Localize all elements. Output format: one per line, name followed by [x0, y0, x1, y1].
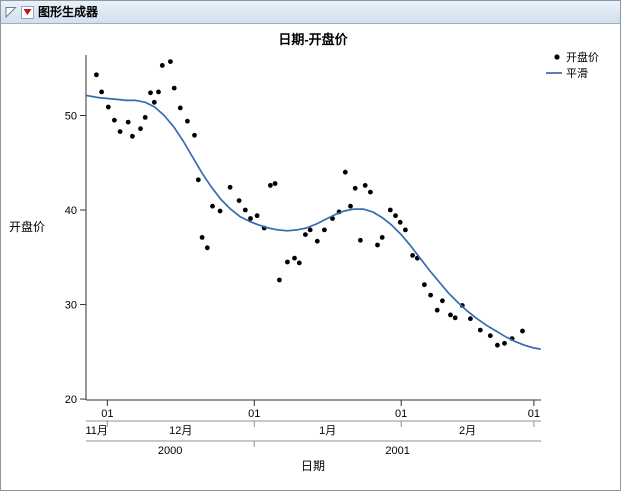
data-point [375, 242, 380, 248]
legend-smooth-label: 平滑 [566, 67, 588, 80]
year-label: 2000 [158, 445, 182, 457]
data-point [185, 118, 190, 124]
y-tick-label: 50 [65, 110, 77, 122]
data-point [307, 227, 313, 233]
data-point [342, 169, 348, 175]
data-point [242, 207, 248, 213]
x-day-tick-label: 01 [395, 408, 407, 420]
data-point [142, 115, 148, 120]
data-point [362, 183, 368, 188]
data-point [254, 213, 260, 219]
data-point [210, 203, 215, 209]
chart-canvas: 日期-开盘价 开盘价 日期 20 30 40 50 01 01 01 01 11月 12月 1月 2… [9, 32, 599, 473]
disclosure-triangle-icon[interactable] [5, 6, 17, 18]
data-point [502, 340, 507, 346]
data-point [204, 245, 210, 251]
data-point [177, 105, 183, 111]
data-point [199, 235, 205, 240]
y-tick-label: 20 [65, 394, 77, 406]
data-point [422, 282, 427, 288]
data-point [156, 89, 161, 95]
data-point [112, 117, 117, 123]
data-point [168, 59, 173, 64]
data-point [520, 328, 525, 334]
data-point [387, 207, 393, 213]
data-point [428, 292, 433, 298]
data-point [410, 253, 415, 258]
smooth-line-layer [86, 94, 541, 350]
y-tick-label: 40 [65, 205, 77, 217]
year-label: 2001 [385, 445, 409, 457]
data-point [434, 307, 440, 313]
data-point [277, 277, 282, 283]
data-point [138, 126, 143, 132]
x-scale-layer: 01 01 01 01 11月 12月 1月 2月 2000 2001 [85, 400, 541, 457]
data-point [105, 104, 111, 110]
data-point [487, 333, 493, 339]
data-point [285, 259, 290, 265]
data-point [272, 181, 278, 186]
data-point [393, 213, 398, 219]
month-label: 12月 [169, 425, 192, 437]
data-point [448, 312, 453, 318]
data-point [452, 315, 458, 321]
data-point [268, 183, 273, 188]
chart-area: 日期-开盘价 开盘价 日期 20 30 40 50 01 01 01 01 11月 12月 1月 2… [1, 24, 620, 490]
x-day-tick-label: 01 [101, 408, 113, 420]
data-point [322, 227, 327, 233]
red-triangle-icon [23, 9, 32, 15]
data-point [296, 260, 302, 266]
data-point [248, 216, 253, 221]
data-point [368, 189, 373, 195]
y-axis-title: 开盘价 [9, 219, 45, 234]
data-point [227, 184, 233, 190]
axes-layer: 20 30 40 50 [65, 55, 541, 406]
data-point [303, 232, 308, 238]
data-point [358, 237, 363, 243]
legend-point-label: 开盘价 [566, 50, 599, 64]
titlebar[interactable]: 图形生成器 [1, 1, 620, 24]
chart-title: 日期-开盘价 [278, 32, 348, 47]
month-label: 2月 [459, 425, 476, 437]
data-point [159, 63, 165, 68]
data-point [130, 133, 135, 139]
legend-item-smooth[interactable]: 平滑 [546, 67, 588, 80]
month-label: 1月 [319, 425, 336, 437]
data-point [403, 227, 408, 233]
data-point [94, 72, 99, 78]
data-point [236, 198, 242, 204]
red-triangle-menu-button[interactable] [21, 5, 34, 19]
legend-point-marker [554, 54, 560, 60]
data-point [468, 316, 473, 322]
data-point [495, 342, 500, 348]
y-tick-label: 30 [65, 300, 77, 312]
data-point [151, 99, 157, 105]
data-point [171, 85, 177, 91]
data-point [217, 208, 223, 214]
smooth-line [86, 94, 541, 350]
x-day-tick-label: 01 [528, 408, 540, 420]
data-point [292, 255, 297, 261]
data-point [379, 235, 385, 240]
data-point [348, 203, 353, 209]
data-point [125, 119, 131, 125]
data-point [314, 238, 320, 244]
month-label: 11月 [85, 425, 107, 437]
scatter-points-layer [94, 59, 525, 348]
data-point [397, 219, 403, 225]
data-point [148, 90, 153, 96]
x-day-tick-label: 01 [248, 408, 260, 420]
data-point [99, 89, 104, 95]
data-point [440, 298, 445, 304]
data-point [192, 132, 197, 138]
legend: 开盘价 平滑 [546, 50, 599, 80]
data-point [195, 177, 201, 183]
data-point [477, 327, 483, 333]
window-title: 图形生成器 [38, 5, 99, 19]
legend-item-points[interactable]: 开盘价 [554, 50, 599, 64]
data-point [117, 129, 123, 134]
x-axis-title: 日期 [301, 459, 325, 473]
data-point [352, 185, 358, 191]
